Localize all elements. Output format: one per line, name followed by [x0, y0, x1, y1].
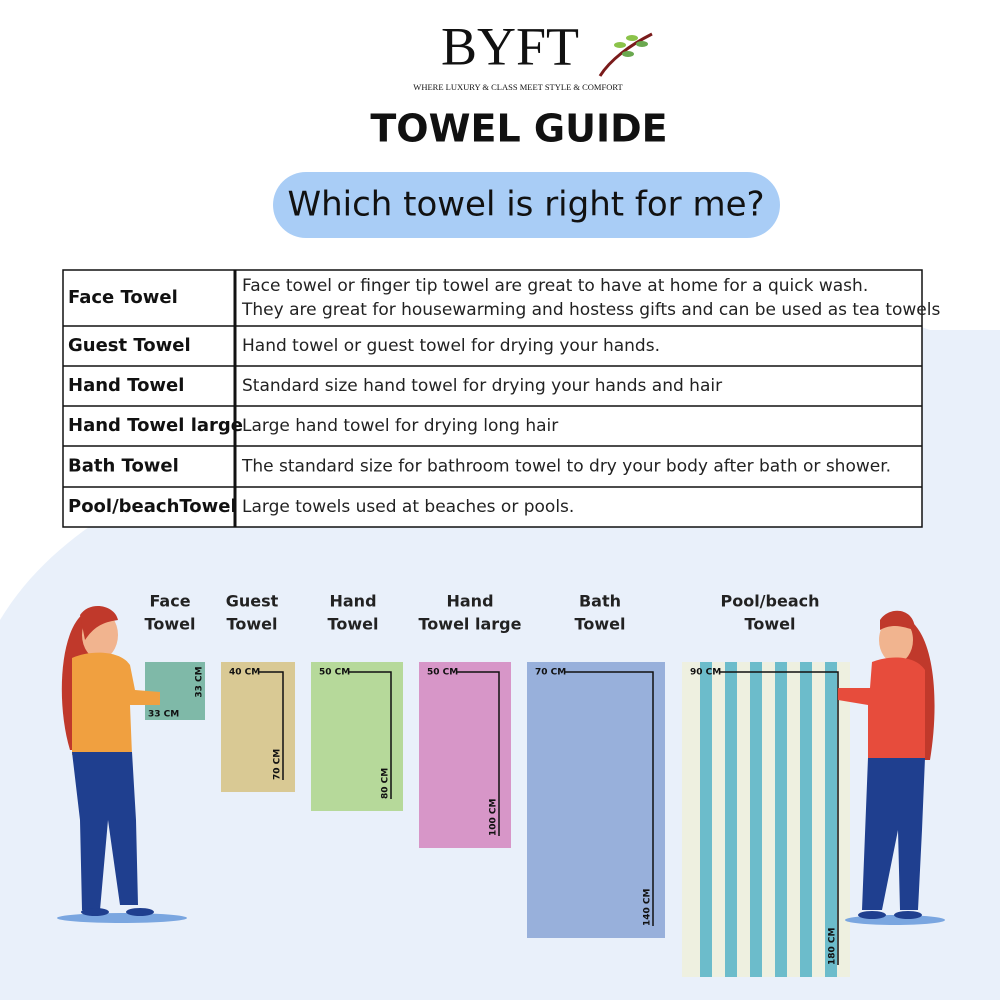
- towel-stripe: [800, 662, 812, 977]
- towel-width: 70 CM: [535, 668, 566, 678]
- towel-heading: Guest: [226, 592, 279, 611]
- towel-stripe: [775, 662, 787, 977]
- towel-width: 33 CM: [148, 710, 179, 720]
- table: Face Towel Face towel or finger tip towel…: [62, 269, 940, 528]
- towel-heading: Towel: [575, 615, 626, 634]
- towel-length: 33 CM: [195, 666, 205, 697]
- towel: [221, 662, 295, 792]
- towel-heading: Hand: [329, 592, 376, 611]
- towel-heading: Bath: [579, 592, 621, 611]
- towel-description: Large hand towel for drying long hair: [242, 416, 558, 436]
- dimension-line: [259, 671, 284, 780]
- towel-heading: Towel large: [419, 615, 522, 634]
- title: TOWEL GUIDE: [370, 107, 667, 151]
- woman-left: [57, 605, 187, 923]
- towel-heading: Face: [149, 592, 190, 611]
- subtitle-pill: [273, 172, 780, 238]
- towel-length: 100 CM: [489, 798, 499, 836]
- towel-width: 90 CM: [690, 668, 721, 678]
- towel-heading: Hand: [446, 592, 493, 611]
- towel-heading: Towel: [745, 615, 796, 634]
- towel-name: Face Towel: [68, 287, 178, 308]
- dimension-line: [720, 671, 839, 965]
- dimension-line: [565, 671, 654, 926]
- towel-description: The standard size for bathroom towel to …: [241, 457, 891, 477]
- towel-heading: Towel: [328, 615, 379, 634]
- brand: BYFT: [441, 16, 579, 76]
- tagline: WHERE LUXURY & CLASS MEET STYLE & COMFOR…: [413, 82, 623, 92]
- towel-stripe: [825, 662, 837, 977]
- subtitle: Which towel is right for me?: [287, 185, 764, 225]
- towel-name: Guest Towel: [68, 335, 191, 356]
- background-blob: [750, 318, 1000, 600]
- towel-length: 80 CM: [381, 768, 391, 799]
- towel: [311, 662, 403, 811]
- table-background: [62, 269, 923, 528]
- towel-width: 50 CM: [319, 668, 350, 678]
- towel-description: Large towels used at beaches or pools.: [242, 497, 574, 517]
- towel-stripe: [750, 662, 762, 977]
- towel-description: They are great for housewarming and host…: [241, 300, 940, 320]
- dimension-line: [457, 671, 500, 836]
- towel-name: Bath Towel: [68, 456, 179, 477]
- towel-description: Hand towel or guest towel for drying you…: [242, 336, 660, 356]
- towel: [419, 662, 511, 848]
- leaf-logo: [598, 32, 653, 77]
- towel-length: 70 CM: [273, 749, 283, 780]
- towel: [527, 662, 665, 938]
- towel-illustration: Face Towel 33 CM 33 CM Guest Towel 40 CM 70 CM H…: [145, 592, 850, 977]
- towel-heading: Towel: [227, 615, 278, 634]
- towel-name: Pool/beachTowel: [68, 496, 237, 517]
- towel-stripe: [700, 662, 712, 977]
- towel-name: Hand Towel: [68, 375, 184, 396]
- towel-name: Hand Towel large: [68, 415, 243, 436]
- towel-heading: Towel: [145, 615, 196, 634]
- towel-length: 180 CM: [828, 927, 838, 965]
- towel-width: 40 CM: [229, 668, 260, 678]
- woman-right: [838, 610, 945, 925]
- towel-heading: Pool/beach: [720, 592, 819, 611]
- towel-width: 50 CM: [427, 668, 458, 678]
- towel-description: Face towel or finger tip towel are great…: [242, 276, 868, 296]
- towel-description: Standard size hand towel for drying your…: [242, 376, 722, 396]
- towel: [145, 662, 205, 720]
- towel-length: 140 CM: [643, 888, 653, 926]
- dimension-line: [349, 671, 392, 799]
- towel-stripe: [725, 662, 737, 977]
